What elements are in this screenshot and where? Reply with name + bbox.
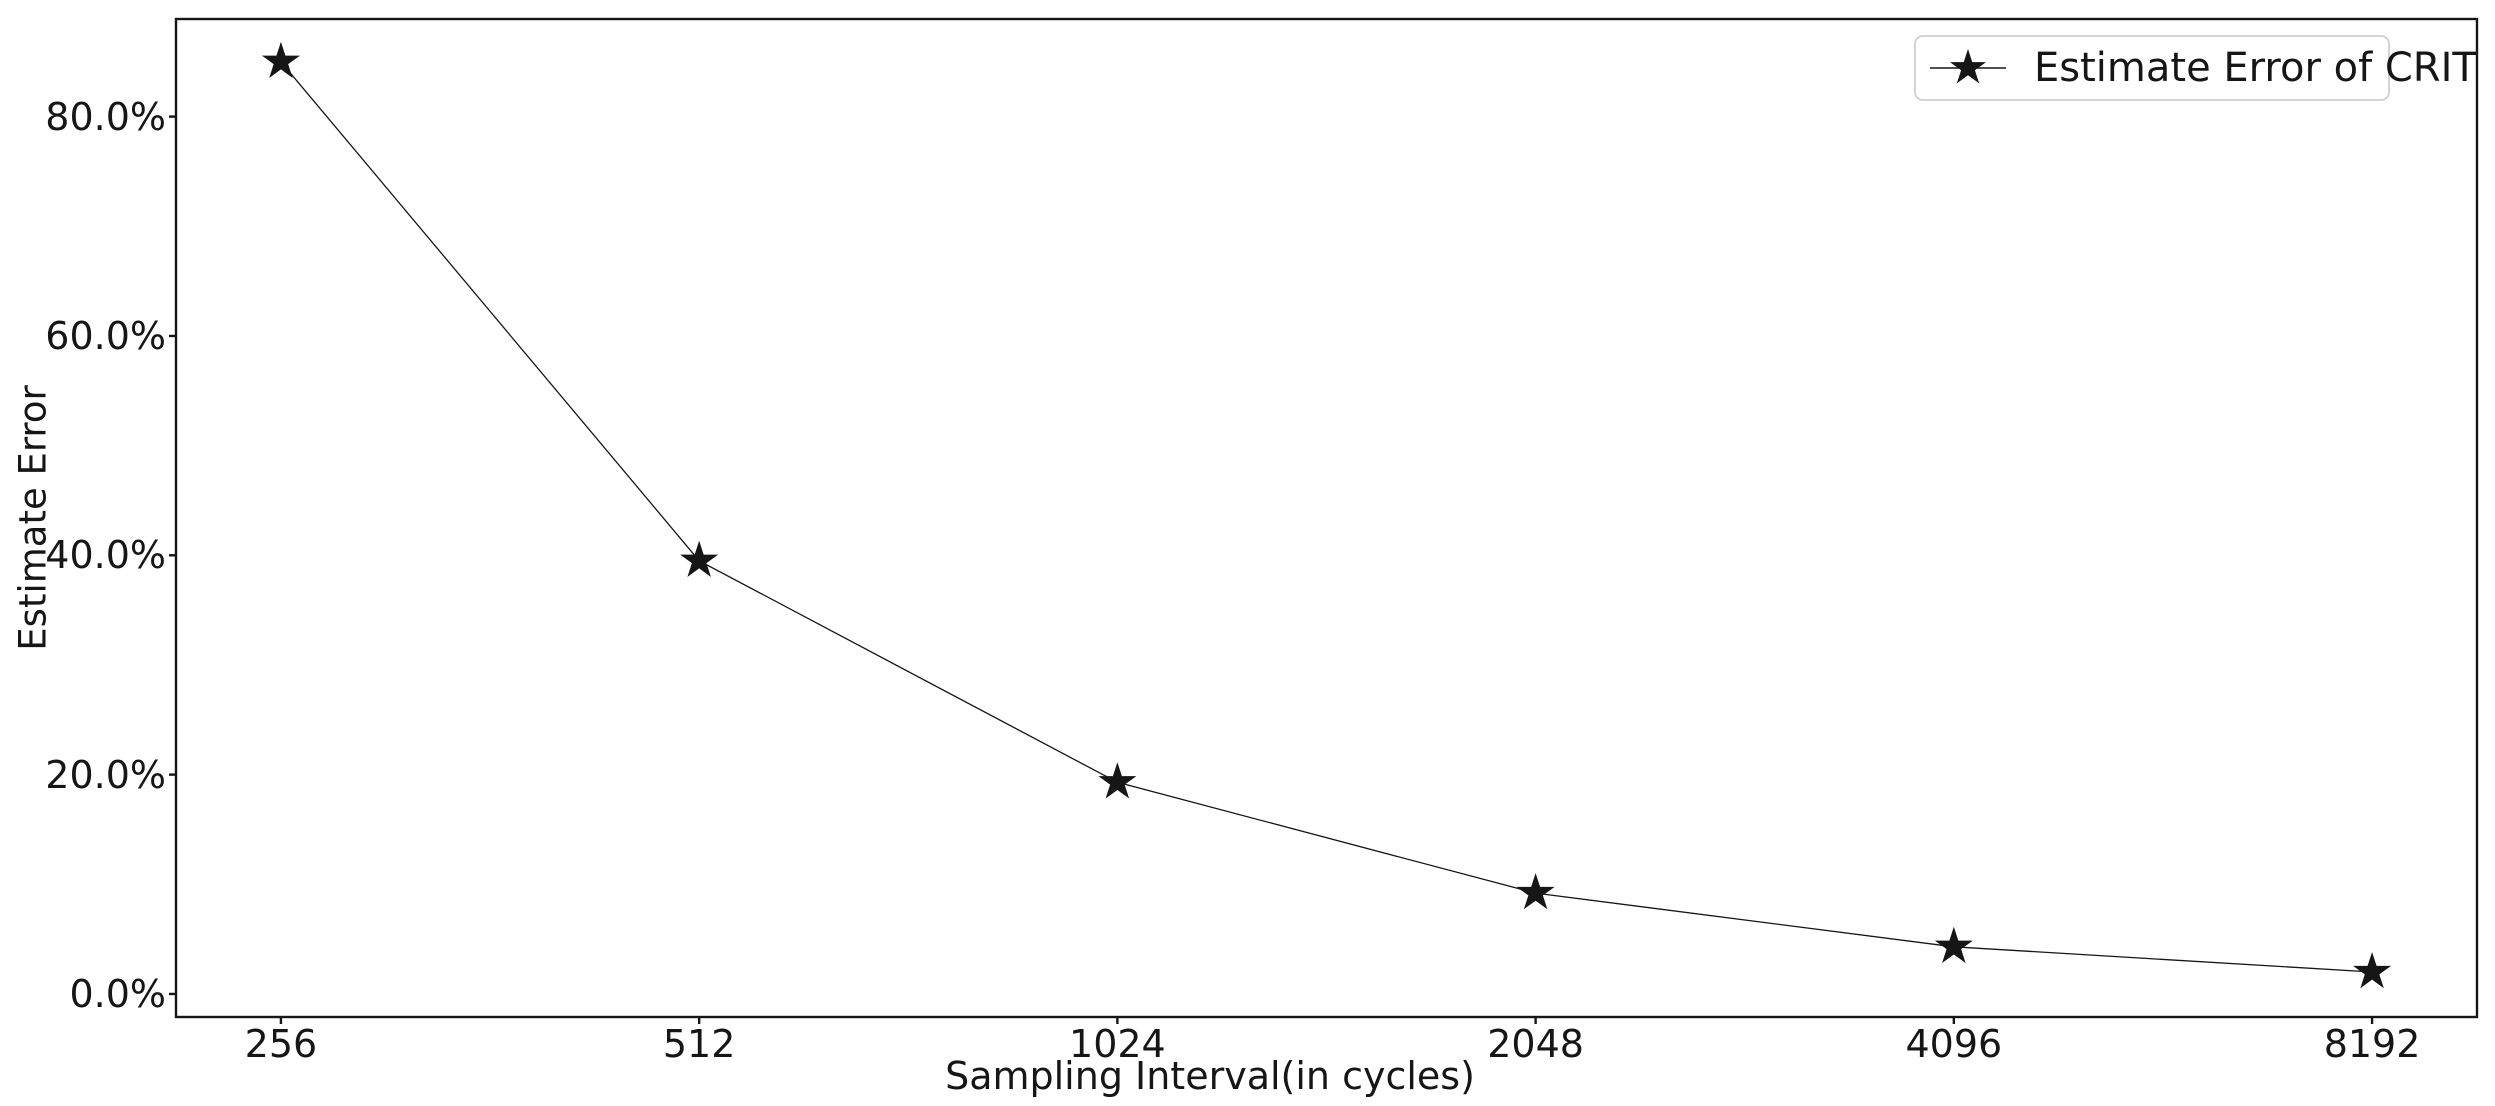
legend-star-marker-icon	[1930, 49, 2006, 84]
data-point-star-marker	[261, 41, 300, 78]
data-point-star-marker	[680, 540, 719, 577]
data-point-star-marker	[2353, 952, 2392, 989]
data-point-star-marker	[1098, 762, 1137, 799]
x-tick-label: 4096	[1905, 1022, 2003, 1066]
legend-star-icon	[1949, 49, 1987, 84]
x-tick-label: 512	[662, 1022, 736, 1066]
y-tick-label: 80.0%	[45, 94, 166, 139]
data-point-star-marker	[1516, 873, 1555, 910]
data-point-star-marker	[1934, 926, 1973, 963]
y-tick-label: 0.0%	[69, 971, 166, 1016]
x-tick-label: 256	[244, 1022, 318, 1066]
y-tick-label: 40.0%	[45, 533, 166, 578]
plot-border	[174, 17, 2479, 1019]
legend: Estimate Error of CRIT	[1914, 35, 2477, 101]
x-tick-label: 1024	[1069, 1022, 1166, 1066]
y-tick-label: 60.0%	[45, 313, 166, 358]
x-tick-label: 8192	[2323, 1022, 2421, 1066]
x-tick-label: 2048	[1487, 1022, 1584, 1066]
y-axis-title: Estimate Error	[11, 385, 55, 651]
legend-label: Estimate Error of CRIT	[2034, 45, 2477, 91]
series-line	[280, 61, 2373, 973]
x-axis-title: Sampling Interval(in cycles)	[945, 1054, 1475, 1098]
y-tick-label: 20.0%	[45, 752, 166, 797]
